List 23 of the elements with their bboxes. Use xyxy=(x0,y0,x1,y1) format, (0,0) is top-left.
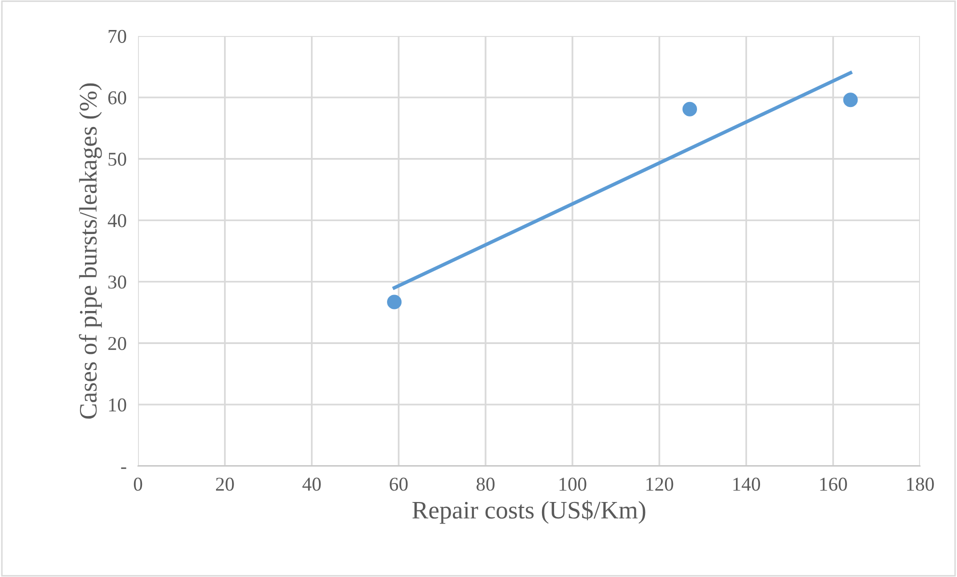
x-tick-label: 160 xyxy=(820,478,847,491)
y-axis-title: Cases of pipe bursts/leakages (%) xyxy=(78,83,102,419)
y-tick-label: 50 xyxy=(108,152,126,166)
point xyxy=(682,102,698,116)
point xyxy=(843,92,858,108)
y-tick-label: 70 xyxy=(108,30,126,43)
y-tick-label: 30 xyxy=(108,276,126,289)
y-tick-label: 10 xyxy=(109,398,126,412)
point xyxy=(387,294,402,310)
x-tick-label: 80 xyxy=(476,478,495,491)
y-tick-label: 20 xyxy=(108,336,126,350)
x-tick-label: 20 xyxy=(216,478,234,491)
x-tick-label: 140 xyxy=(733,478,760,491)
x-tick-label: 180 xyxy=(907,478,934,491)
y-tick-label: 40 xyxy=(108,214,126,228)
x-tick-label: 100 xyxy=(560,478,586,491)
x-axis-title: Repair costs (US$/Km) xyxy=(412,500,646,524)
x-tick-label: 120 xyxy=(646,478,674,491)
y-tick-label: - xyxy=(121,467,126,469)
x-tick-label: 0 xyxy=(134,478,142,491)
x-tick-label: 60 xyxy=(390,478,408,491)
y-tick-label: 60 xyxy=(108,91,126,104)
x-tick-label: 40 xyxy=(302,478,321,491)
